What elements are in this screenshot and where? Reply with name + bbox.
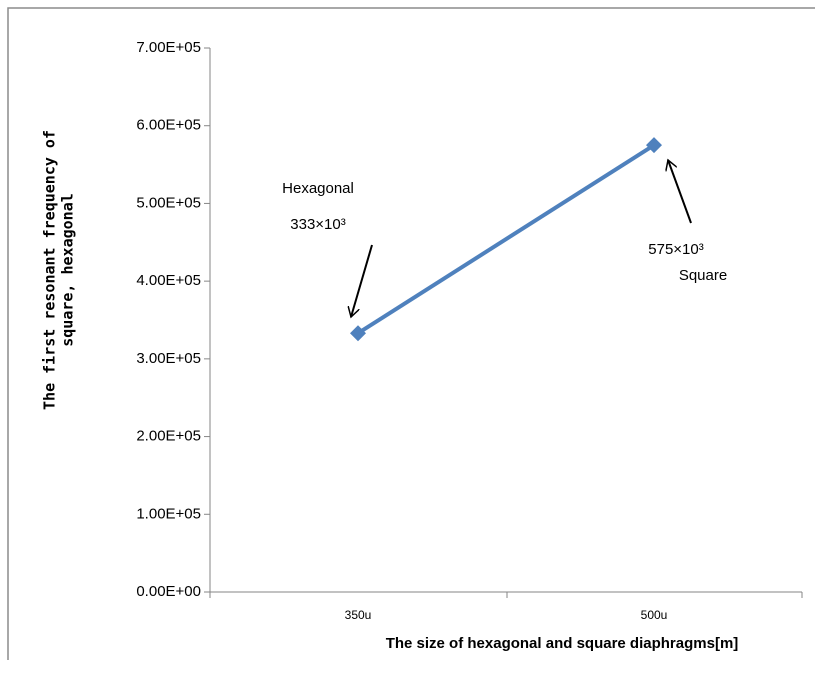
y-tick-label: 4.00E+05: [136, 272, 201, 289]
annotation: 333×10³: [290, 216, 345, 233]
y-tick-label: 6.00E+05: [136, 117, 201, 134]
x-axis-label: The size of hexagonal and square diaphra…: [386, 635, 739, 652]
y-tick-label: 1.00E+05: [136, 505, 201, 522]
y-tick-label: 3.00E+05: [136, 350, 201, 367]
y-tick-label: 7.00E+05: [136, 39, 201, 56]
y-axis-label: The first resonant frequency of square, …: [41, 130, 77, 410]
annotation: Square: [679, 267, 727, 284]
annotation: Hexagonal: [282, 180, 354, 197]
y-axis-label-line: The first resonant frequency of: [41, 130, 59, 410]
chart-border: [7, 7, 815, 660]
marker: [350, 325, 366, 342]
x-tick-label: 500u: [641, 608, 668, 622]
y-tick-label: 0.00E+00: [136, 583, 201, 600]
annotation-arrow: [351, 244, 373, 317]
line: [356, 143, 656, 335]
annotation: 575×10³: [648, 241, 703, 258]
x-tick-label: 350u: [345, 608, 372, 622]
marker: [646, 137, 662, 154]
annotation-arrow: [668, 160, 692, 224]
y-axis-label-line: square, hexagonal: [59, 193, 77, 347]
y-tick-label: 5.00E+05: [136, 194, 201, 211]
y-tick-label: 2.00E+05: [136, 428, 201, 445]
